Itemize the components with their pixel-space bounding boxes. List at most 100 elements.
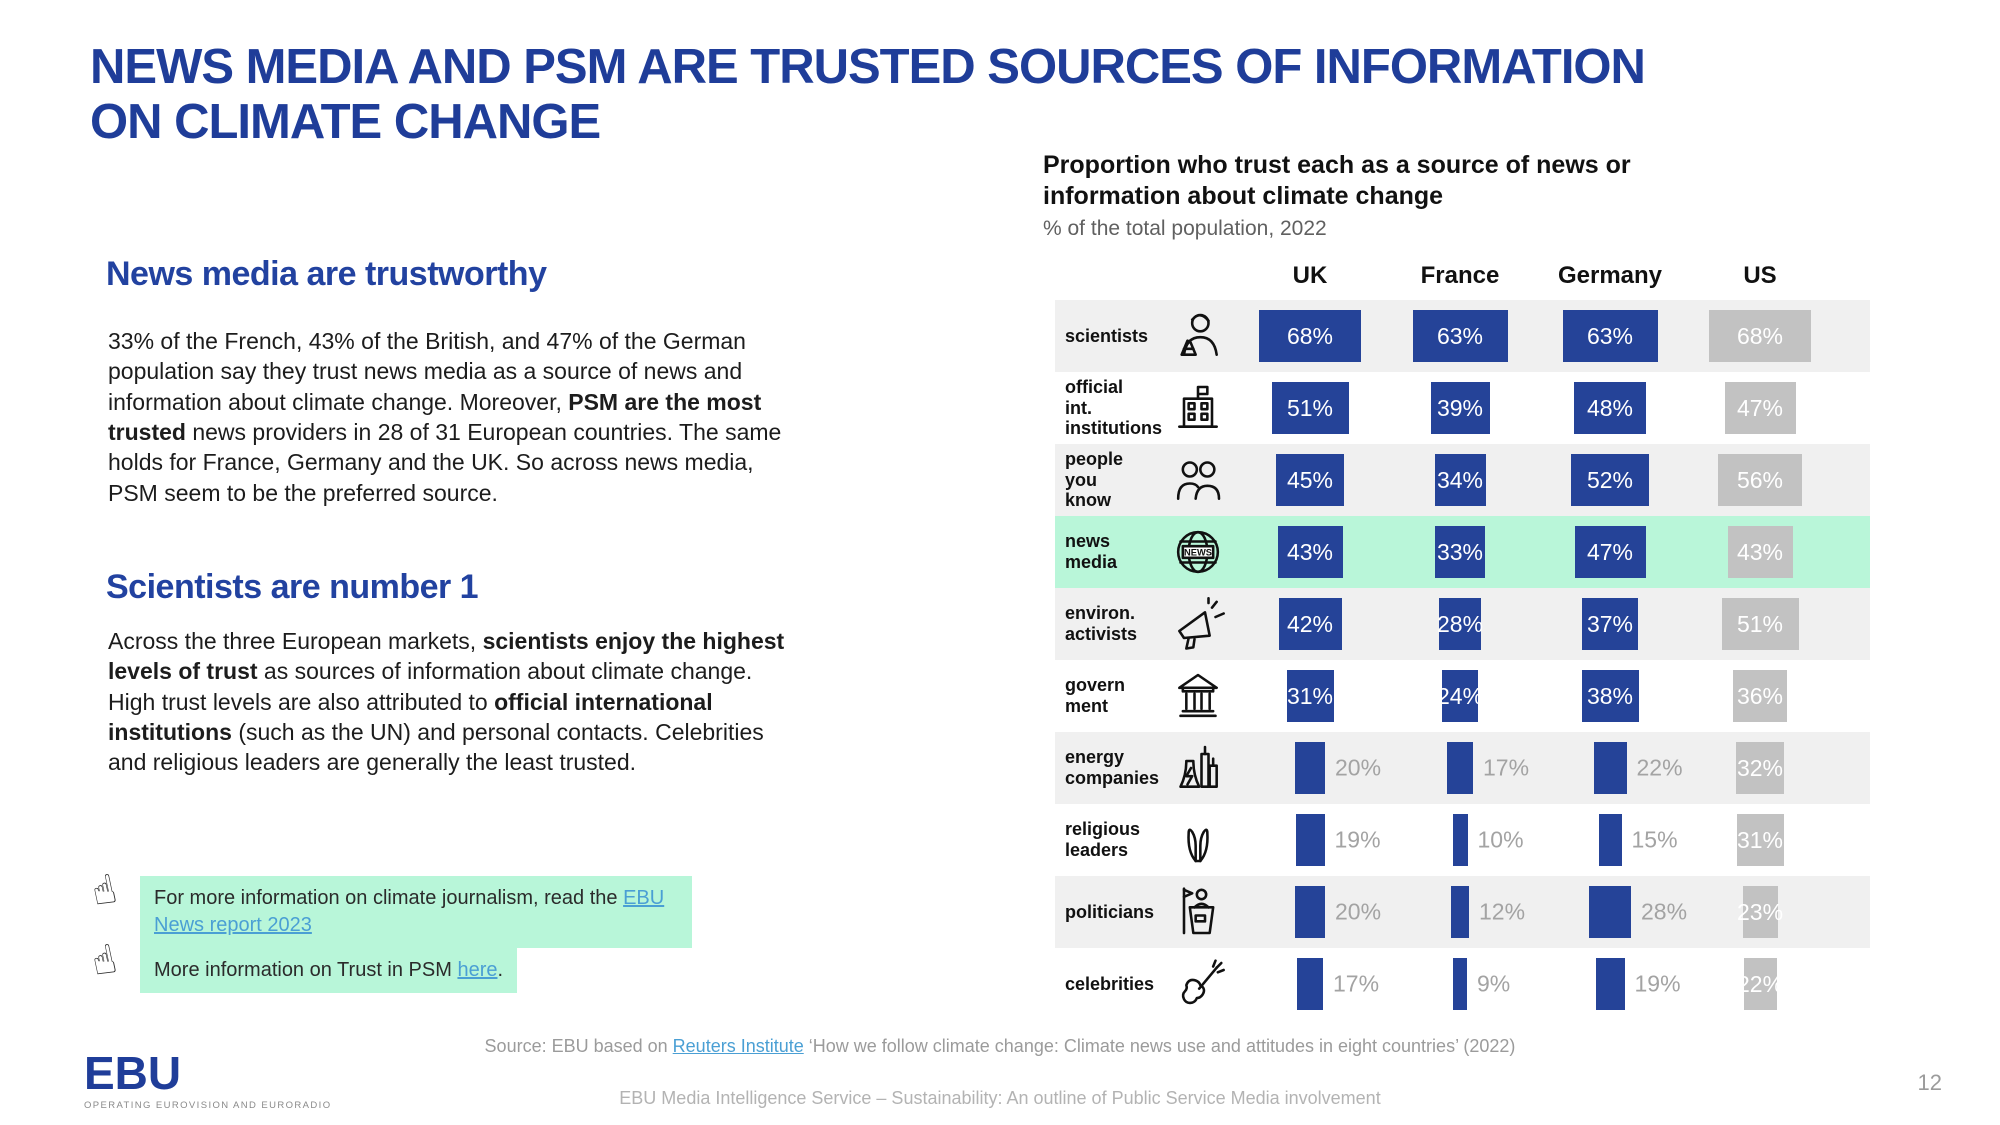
value-label: 22% <box>1736 970 1784 997</box>
news-globe-icon: NEWS <box>1176 530 1219 574</box>
value-label: 51% <box>1286 394 1334 421</box>
value-cell: 28% <box>1535 876 1688 948</box>
value-cell: 43% <box>1235 516 1385 588</box>
pointing-hand-icon: ☝ <box>87 865 121 917</box>
page-title: NEWS MEDIA AND PSM ARE TRUSTED SOURCES O… <box>90 40 1890 150</box>
trust-bar <box>1451 886 1469 938</box>
trust-bar <box>1295 742 1325 794</box>
value-label: 63% <box>1586 322 1634 349</box>
value-cell: 38% <box>1535 660 1685 732</box>
scientist-icon <box>1179 313 1218 356</box>
trust-bar: 24% <box>1437 670 1483 722</box>
trust-bar: 43% <box>1727 526 1793 578</box>
callout-text: . <box>497 959 504 981</box>
trust-bar: 39% <box>1430 382 1490 434</box>
trust-bar <box>1593 742 1627 794</box>
institution-icon <box>1177 385 1218 428</box>
politician-icon <box>1182 887 1214 935</box>
row-label: scientists <box>1065 325 1149 346</box>
trust-bar: 47% <box>1724 382 1796 434</box>
chart-row: religious leaders 19% 10% 15% 31% <box>1055 804 1870 876</box>
value-label: 43% <box>1286 538 1334 565</box>
trust-bar <box>1453 958 1467 1010</box>
source-line: Source: EBU based on Reuters Institute ‘… <box>0 1036 2000 1057</box>
trust-bar <box>1598 814 1622 866</box>
chart-row: news media NEWS 43% 33% 47% 43% <box>1055 516 1870 588</box>
value-cell: 19% <box>1535 948 1685 1020</box>
trust-bar: 63% <box>1562 310 1658 362</box>
trust-bar <box>1447 742 1473 794</box>
value-cell: 31% <box>1685 804 1835 876</box>
value-cell: 17% <box>1385 732 1535 804</box>
paragraph-text: 33% of the French, 43% of the British, a… <box>108 328 746 415</box>
value-label: 28% <box>1436 610 1484 637</box>
trust-bar: 34% <box>1434 454 1486 506</box>
trust-bar <box>1595 958 1625 1010</box>
trust-bar: 31% <box>1736 814 1784 866</box>
chart-row: energy companies 20% 17% 22% 32% <box>1055 732 1870 804</box>
value-label: 20% <box>1335 898 1382 925</box>
chart-row: politicians 20% 12% 28% 23% <box>1055 876 1870 948</box>
reuters-institute-link[interactable]: Reuters Institute <box>672 1036 804 1056</box>
value-label: 34% <box>1436 466 1484 493</box>
trust-bar: 45% <box>1276 454 1344 506</box>
value-cell: 17% <box>1235 948 1385 1020</box>
row-label: official int. institutions <box>1065 376 1162 439</box>
trust-bar: 43% <box>1277 526 1343 578</box>
paragraph-bold: scientists enjoy the highest levels of t… <box>108 628 785 685</box>
row-label: politicians <box>1065 901 1155 922</box>
megaphone-icon <box>1177 597 1225 650</box>
paragraph-text: as sources of information about climate … <box>108 658 753 715</box>
value-cell: 20% <box>1235 876 1385 948</box>
callout-text: More information on Trust in PSM <box>154 959 458 981</box>
trust-bar: 51% <box>1721 598 1799 650</box>
value-cell: 10% <box>1385 804 1535 876</box>
value-cell: 31% <box>1235 660 1385 732</box>
trust-bar: 47% <box>1574 526 1646 578</box>
value-cell: 9% <box>1385 948 1535 1020</box>
trust-bar <box>1452 814 1468 866</box>
value-cell: 63% <box>1535 300 1685 372</box>
value-cell: 34% <box>1385 444 1535 516</box>
row-label: environ. activists <box>1065 603 1138 644</box>
value-label: 37% <box>1586 610 1634 637</box>
trust-bar <box>1297 958 1323 1010</box>
chart-title: Proportion who trust each as a source of… <box>1043 151 1631 210</box>
value-cell: 19% <box>1235 804 1385 876</box>
value-cell: 51% <box>1235 372 1385 444</box>
row-label: govern ment <box>1065 675 1126 716</box>
value-label: 31% <box>1736 826 1784 853</box>
value-label: 28% <box>1641 898 1688 925</box>
trust-chart-table: UK France Germany US scientists 68% 63% 63%… <box>1055 252 1870 1020</box>
chart-header: Proportion who trust each as a source of… <box>1043 150 1703 241</box>
ebu-logo-text: EBU <box>84 1047 182 1099</box>
callout-trust-psm: More information on Trust in PSM here. <box>140 948 518 993</box>
trust-bar: 28% <box>1436 598 1484 650</box>
column-header-uk: UK <box>1292 262 1328 289</box>
row-label: energy companies <box>1065 747 1160 788</box>
trust-psm-link[interactable]: here <box>457 959 498 981</box>
page-title-line1: NEWS MEDIA AND PSM ARE TRUSTED SOURCES O… <box>90 40 1646 94</box>
paragraph-bold: PSM are the most trusted <box>108 388 762 446</box>
ebu-logo: EBU OPERATING EUROVISION AND EURORADIO <box>84 1050 331 1111</box>
value-label: 17% <box>1333 970 1380 997</box>
footer-service-line: EBU Media Intelligence Service – Sustain… <box>619 1088 1381 1108</box>
value-cell: 20% <box>1235 732 1385 804</box>
value-label: 17% <box>1483 754 1530 781</box>
source-text: ‘How we follow climate change: Climate n… <box>803 1036 1516 1056</box>
value-cell: 48% <box>1535 372 1685 444</box>
value-cell: 51% <box>1685 588 1835 660</box>
trust-bar: 32% <box>1736 742 1784 794</box>
chart-rows: scientists 68% 63% 63% 68% official int. inst… <box>1055 300 1870 1020</box>
trust-bar: 23% <box>1737 886 1783 938</box>
page-title-line2: ON CLIMATE CHANGE <box>90 94 601 149</box>
trust-bar: 68% <box>1709 310 1811 362</box>
value-label: 24% <box>1436 682 1484 709</box>
value-label: 47% <box>1736 394 1784 421</box>
value-cell: 36% <box>1685 660 1835 732</box>
ebu-news-report-link[interactable]: EBU News report 2023 <box>154 887 665 936</box>
value-label: 39% <box>1436 394 1484 421</box>
value-label: 47% <box>1586 538 1634 565</box>
value-cell: 23% <box>1685 876 1835 948</box>
trust-bar: 48% <box>1574 382 1646 434</box>
